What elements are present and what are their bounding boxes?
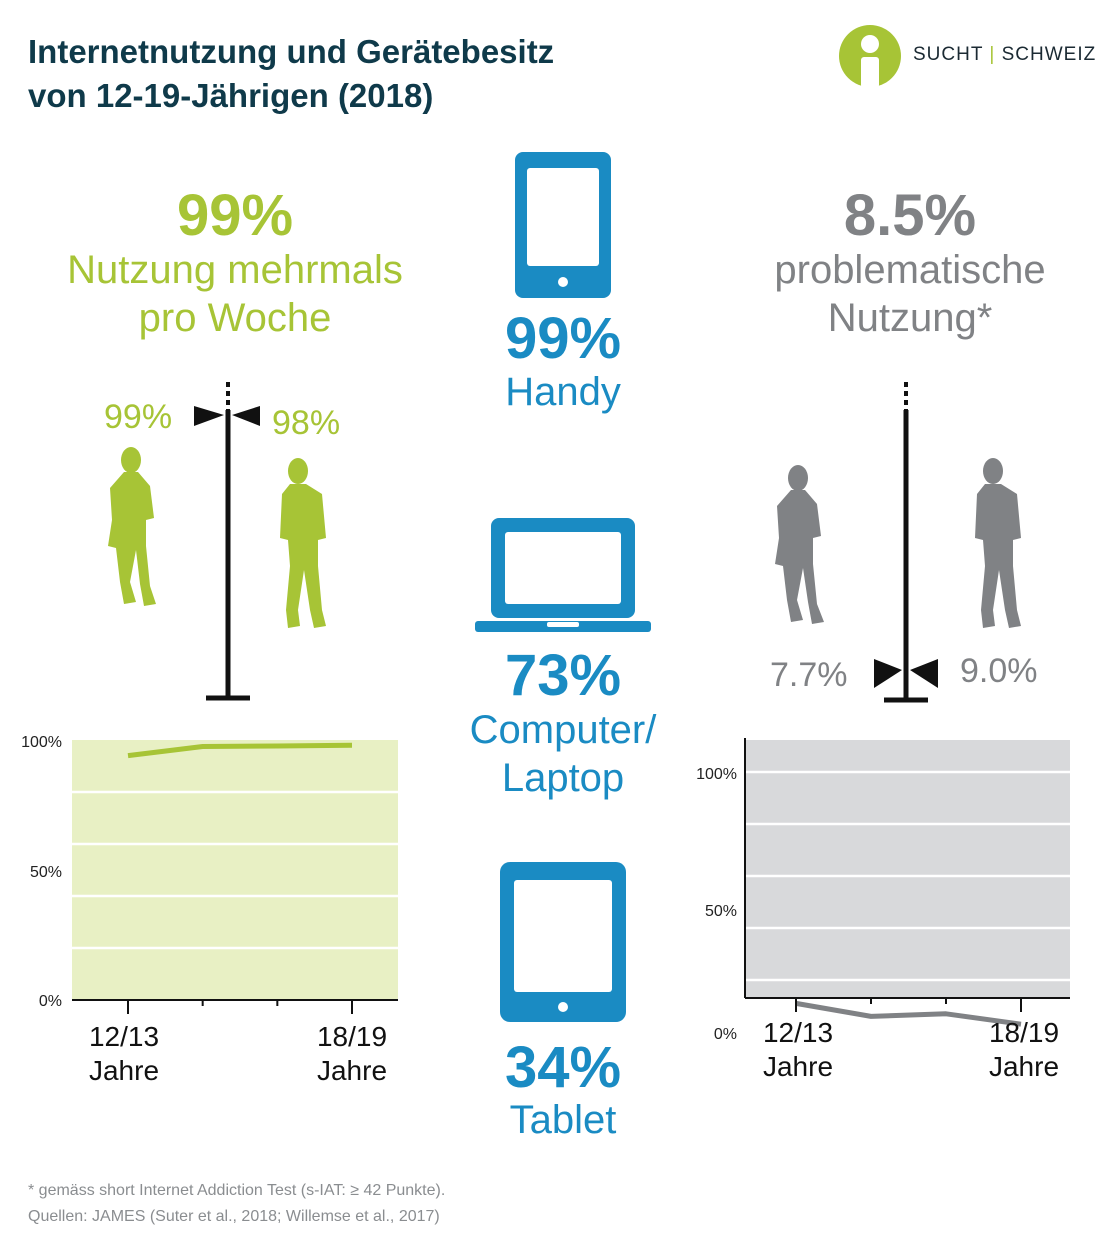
- x-label-unit: Jahre: [988, 1051, 1060, 1082]
- usage-female-percent: 99%: [104, 398, 173, 436]
- page-title: Internetnutzung und Gerätebesitz von 12-…: [28, 30, 554, 118]
- footnote-line-2: Quellen: JAMES (Suter et al., 2018; Will…: [28, 1208, 440, 1225]
- logo-mark-icon: [839, 25, 901, 88]
- chart-plot-area: [72, 740, 398, 1000]
- problem-label: problematische Nutzung*: [700, 246, 1098, 342]
- sucht-schweiz-logo: SUCHT | SCHWEIZ: [838, 24, 1095, 88]
- x-label-unit: Jahre: [88, 1055, 160, 1086]
- problem-gender-scale: [775, 382, 1021, 703]
- usage-trend-chart: 100% 50% 0%: [21, 734, 398, 1014]
- usage-series-line: [127, 742, 353, 759]
- problem-trend-chart: 100% 50% 0%: [696, 738, 1070, 1043]
- female-figure-icon: [108, 447, 156, 606]
- usage-label-line-1: Nutzung mehrmals: [67, 248, 403, 292]
- chart-plot-area: [745, 740, 1070, 998]
- left-chart-x-label-last: 18/19 Jahre: [292, 1020, 412, 1088]
- device-percent-tablet: 34%: [504, 1035, 622, 1100]
- problem-label-line-2: Nutzung*: [827, 296, 993, 340]
- problem-female-percent: 7.7%: [770, 656, 848, 694]
- usage-label: Nutzung mehrmals pro Woche: [30, 246, 440, 342]
- logo-text-left: SUCHT: [913, 44, 984, 65]
- male-figure-icon: [975, 458, 1021, 628]
- x-label-unit: Jahre: [316, 1055, 388, 1086]
- x-label-age: 18/19: [316, 1021, 388, 1052]
- left-chart-x-label-first: 12/13 Jahre: [64, 1020, 184, 1088]
- y-tick-label-50: 50%: [30, 864, 62, 881]
- problem-big-percent: 8.5%: [843, 183, 977, 248]
- usage-gender-scale: [108, 382, 326, 701]
- usage-male-percent: 98%: [272, 404, 341, 442]
- problem-series-line: [795, 1000, 1022, 1027]
- female-figure-icon: [775, 465, 824, 624]
- smartphone-icon: [515, 152, 611, 298]
- problem-male-percent: 9.0%: [960, 652, 1038, 690]
- x-label-age: 12/13: [88, 1021, 160, 1052]
- x-label-unit: Jahre: [762, 1051, 834, 1082]
- logo-separator: |: [989, 44, 996, 65]
- male-figure-icon: [280, 458, 326, 628]
- device-label-laptop: Computer/ Laptop: [440, 706, 686, 802]
- y-tick-label-0: 0%: [714, 1026, 737, 1043]
- right-chart-x-label-first: 12/13 Jahre: [738, 1016, 858, 1084]
- problem-label-line-1: problematische: [774, 248, 1046, 292]
- device-percent-smartphone: 99%: [504, 306, 622, 371]
- laptop-icon: [475, 518, 651, 632]
- usage-big-percent: 99%: [176, 183, 294, 248]
- logo-wordmark: SUCHT | SCHWEIZ: [913, 44, 1096, 66]
- device-label-tablet: Tablet: [509, 1098, 617, 1142]
- title-line-2: von 12-19-Jährigen (2018): [28, 77, 434, 114]
- footnote: * gemäss short Internet Addiction Test (…: [28, 1178, 445, 1230]
- device-label-smartphone: Handy: [505, 370, 621, 414]
- x-label-age: 12/13: [762, 1017, 834, 1048]
- device-label-laptop-line-1: Computer/: [469, 708, 657, 752]
- footnote-line-1: * gemäss short Internet Addiction Test (…: [28, 1182, 446, 1199]
- y-tick-label-0: 0%: [39, 993, 62, 1010]
- y-tick-label-50: 50%: [705, 903, 737, 920]
- device-percent-laptop: 73%: [504, 643, 622, 708]
- x-label-age: 18/19: [988, 1017, 1060, 1048]
- tablet-icon: [500, 862, 626, 1022]
- usage-label-line-2: pro Woche: [138, 296, 332, 340]
- title-line-1: Internetnutzung und Gerätebesitz: [28, 33, 555, 70]
- logo-text-right: SCHWEIZ: [1001, 44, 1097, 65]
- device-label-laptop-line-2: Laptop: [501, 756, 625, 800]
- right-chart-x-label-last: 18/19 Jahre: [964, 1016, 1084, 1084]
- y-tick-label-100: 100%: [696, 766, 737, 783]
- y-tick-label-100: 100%: [21, 734, 62, 751]
